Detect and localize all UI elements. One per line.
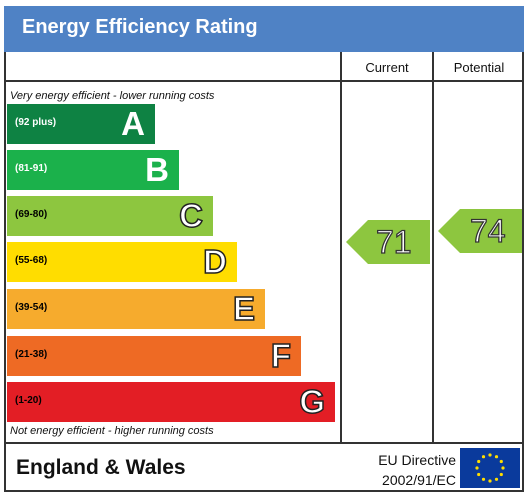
potential-rating-arrow: 74 <box>438 209 522 253</box>
band-c: (69-80) C <box>7 196 213 236</box>
band-d: (55-68) D <box>7 242 237 282</box>
eu-flag-icon <box>460 448 520 488</box>
header-bar: Energy Efficiency Rating <box>4 6 524 52</box>
current-column-header: Current <box>365 60 409 75</box>
chart-title: Energy Efficiency Rating <box>22 16 258 38</box>
potential-column-left-border <box>432 52 434 444</box>
band-range-label: (1-20) <box>15 395 42 406</box>
band-letter: E <box>232 289 256 328</box>
eu-star-icon <box>481 455 486 459</box>
eu-star-icon <box>475 466 479 470</box>
band-letter: B <box>145 151 169 188</box>
eu-star-icon <box>499 472 503 477</box>
band-letter: G <box>299 382 326 421</box>
band-range-label: (69-80) <box>15 209 48 220</box>
potential-arrow-shape <box>438 209 522 253</box>
inefficient-note: Not energy efficient - higher running co… <box>10 425 214 437</box>
current-rating-arrow: 71 <box>346 220 430 264</box>
band-b: (81-91) B <box>7 150 179 190</box>
eu-star-icon <box>481 477 486 481</box>
band-letter: F <box>270 336 292 375</box>
eu-star-icon <box>494 477 499 481</box>
band-range-label: (55-68) <box>15 255 48 266</box>
band-f: (21-38) F <box>7 336 301 376</box>
eu-star-icon <box>501 466 505 470</box>
eu-star-icon <box>488 453 492 457</box>
band-letter: A <box>121 105 145 142</box>
band-letter: D <box>202 242 227 281</box>
band-a: (92 plus) A <box>7 104 155 144</box>
eu-star-icon <box>499 459 503 464</box>
band-g: (1-20) G <box>7 382 335 422</box>
band-range-label: (21-38) <box>15 349 48 360</box>
band-e: (39-54) E <box>7 289 265 329</box>
eu-directive-line2: 2002/91/EC <box>382 472 456 488</box>
band-range-label: (92 plus) <box>15 117 57 128</box>
eu-star-icon <box>488 479 492 483</box>
current-rating-value: 71 <box>375 223 412 260</box>
band-range-label: (39-54) <box>15 302 48 313</box>
eu-star-icon <box>477 472 481 477</box>
potential-rating-value: 74 <box>469 212 506 249</box>
potential-column-header: Potential <box>453 60 505 75</box>
current-arrow-shape <box>346 220 430 264</box>
footer-divider <box>4 442 524 444</box>
band-letter: C <box>178 196 203 235</box>
eu-star-icon <box>494 455 499 459</box>
eu-directive-line1: EU Directive <box>378 452 456 468</box>
region-label: England & Wales <box>16 456 186 479</box>
current-column-left-border <box>340 52 342 444</box>
column-header-divider <box>4 80 524 82</box>
band-range-label: (81-91) <box>15 163 48 174</box>
efficient-note: Very energy efficient - lower running co… <box>10 90 215 102</box>
eu-star-icon <box>477 459 481 464</box>
